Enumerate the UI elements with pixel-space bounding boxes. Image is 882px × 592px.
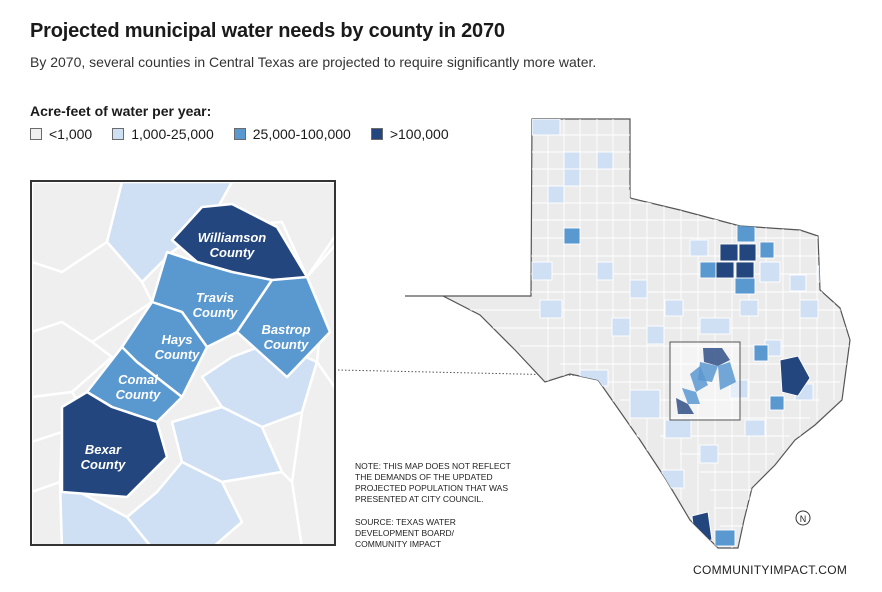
background-county: [58, 480, 151, 544]
legend-swatch: [30, 128, 42, 140]
legend-item-medium: 25,000-100,000: [233, 126, 351, 142]
counties-over-100000: [691, 243, 811, 543]
legend-title: Acre-feet of water per year:: [30, 103, 212, 119]
inset-map: Williamson County Travis County Bastrop …: [30, 180, 336, 546]
legend-label: 1,000-25,000: [131, 126, 214, 142]
hays-county-label: Hays: [161, 332, 192, 347]
bexar-county: [60, 390, 169, 499]
background-county: [32, 480, 64, 544]
map-note: NOTE: THIS MAP DOES NOT REFLECT THE DEMA…: [355, 461, 511, 504]
bastrop-county: [235, 275, 332, 379]
legend-swatch: [112, 128, 125, 140]
legend: <1,000 1,000-25,000 25,000-100,000 >100,…: [30, 126, 469, 142]
legend-item-low: 1,000-25,000: [112, 126, 214, 142]
comal-county-label-line2: County: [116, 387, 162, 402]
legend-label: <1,000: [49, 126, 93, 142]
legend-swatch: [370, 128, 383, 140]
map-title: Projected municipal water needs by count…: [30, 20, 505, 42]
map-source: SOURCE: TEXAS WATER DEVELOPMENT BOARD/ C…: [355, 517, 456, 549]
legend-label: >100,000: [389, 126, 449, 142]
legend-swatch: [233, 128, 246, 140]
counties-25000-100000: [405, 223, 785, 547]
legend-label: 25,000-100,000: [252, 126, 351, 142]
bexar-county-label-line2: County: [81, 457, 127, 472]
williamson-county-label-line2: County: [210, 245, 256, 260]
comal-county-label: Comal: [118, 372, 158, 387]
map-subtitle: By 2070, several counties in Central Tex…: [30, 54, 597, 70]
north-arrow-icon: N: [795, 510, 811, 526]
legend-item-high: >100,000: [370, 126, 449, 142]
hays-county-label-line2: County: [155, 347, 201, 362]
bexar-county-label: Bexar: [85, 442, 122, 457]
legend-item-lowest: <1,000: [30, 126, 92, 142]
bastrop-county-label: Bastrop: [261, 322, 310, 337]
travis-county-label-line2: County: [193, 305, 239, 320]
travis-county-label: Travis: [196, 290, 234, 305]
background-county: [214, 470, 303, 544]
williamson-county-label: Williamson: [198, 230, 267, 245]
counties-1000-25000: [531, 119, 835, 489]
bastrop-county-label-line2: County: [264, 337, 310, 352]
central-texas-highlight: [669, 341, 741, 421]
background-county: [32, 320, 114, 399]
compass-label: N: [800, 514, 807, 524]
inset-map-svg: Williamson County Travis County Bastrop …: [32, 182, 334, 544]
site-credit: COMMUNITYIMPACT.COM: [693, 563, 848, 577]
texas-map: N: [405, 118, 851, 549]
